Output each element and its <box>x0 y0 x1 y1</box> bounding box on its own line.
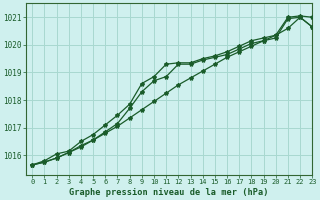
X-axis label: Graphe pression niveau de la mer (hPa): Graphe pression niveau de la mer (hPa) <box>69 188 269 197</box>
